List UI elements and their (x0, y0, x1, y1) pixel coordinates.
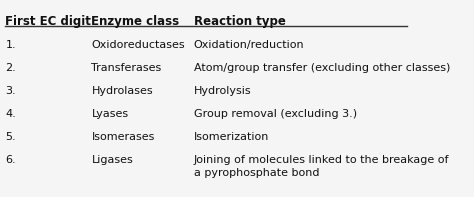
Text: Lyases: Lyases (91, 109, 128, 119)
Text: Ligases: Ligases (91, 155, 133, 165)
Text: 3.: 3. (6, 86, 16, 96)
Text: Hydrolysis: Hydrolysis (194, 86, 252, 96)
Text: Joining of molecules linked to the breakage of
a pyrophosphate bond: Joining of molecules linked to the break… (194, 155, 449, 178)
Text: Group removal (excluding 3.): Group removal (excluding 3.) (194, 109, 357, 119)
Text: Isomerases: Isomerases (91, 132, 155, 142)
Text: Reaction type: Reaction type (194, 15, 286, 28)
Text: Atom/group transfer (excluding other classes): Atom/group transfer (excluding other cla… (194, 63, 450, 73)
Text: 4.: 4. (6, 109, 16, 119)
Text: Transferases: Transferases (91, 63, 162, 73)
Text: First EC digit: First EC digit (6, 15, 91, 28)
Text: Oxidation/reduction: Oxidation/reduction (194, 40, 304, 50)
Text: 5.: 5. (6, 132, 16, 142)
Text: Isomerization: Isomerization (194, 132, 269, 142)
Text: Hydrolases: Hydrolases (91, 86, 153, 96)
Text: 6.: 6. (6, 155, 16, 165)
Text: Enzyme class: Enzyme class (91, 15, 180, 28)
Text: 2.: 2. (6, 63, 16, 73)
Text: Oxidoreductases: Oxidoreductases (91, 40, 185, 50)
Text: 1.: 1. (6, 40, 16, 50)
